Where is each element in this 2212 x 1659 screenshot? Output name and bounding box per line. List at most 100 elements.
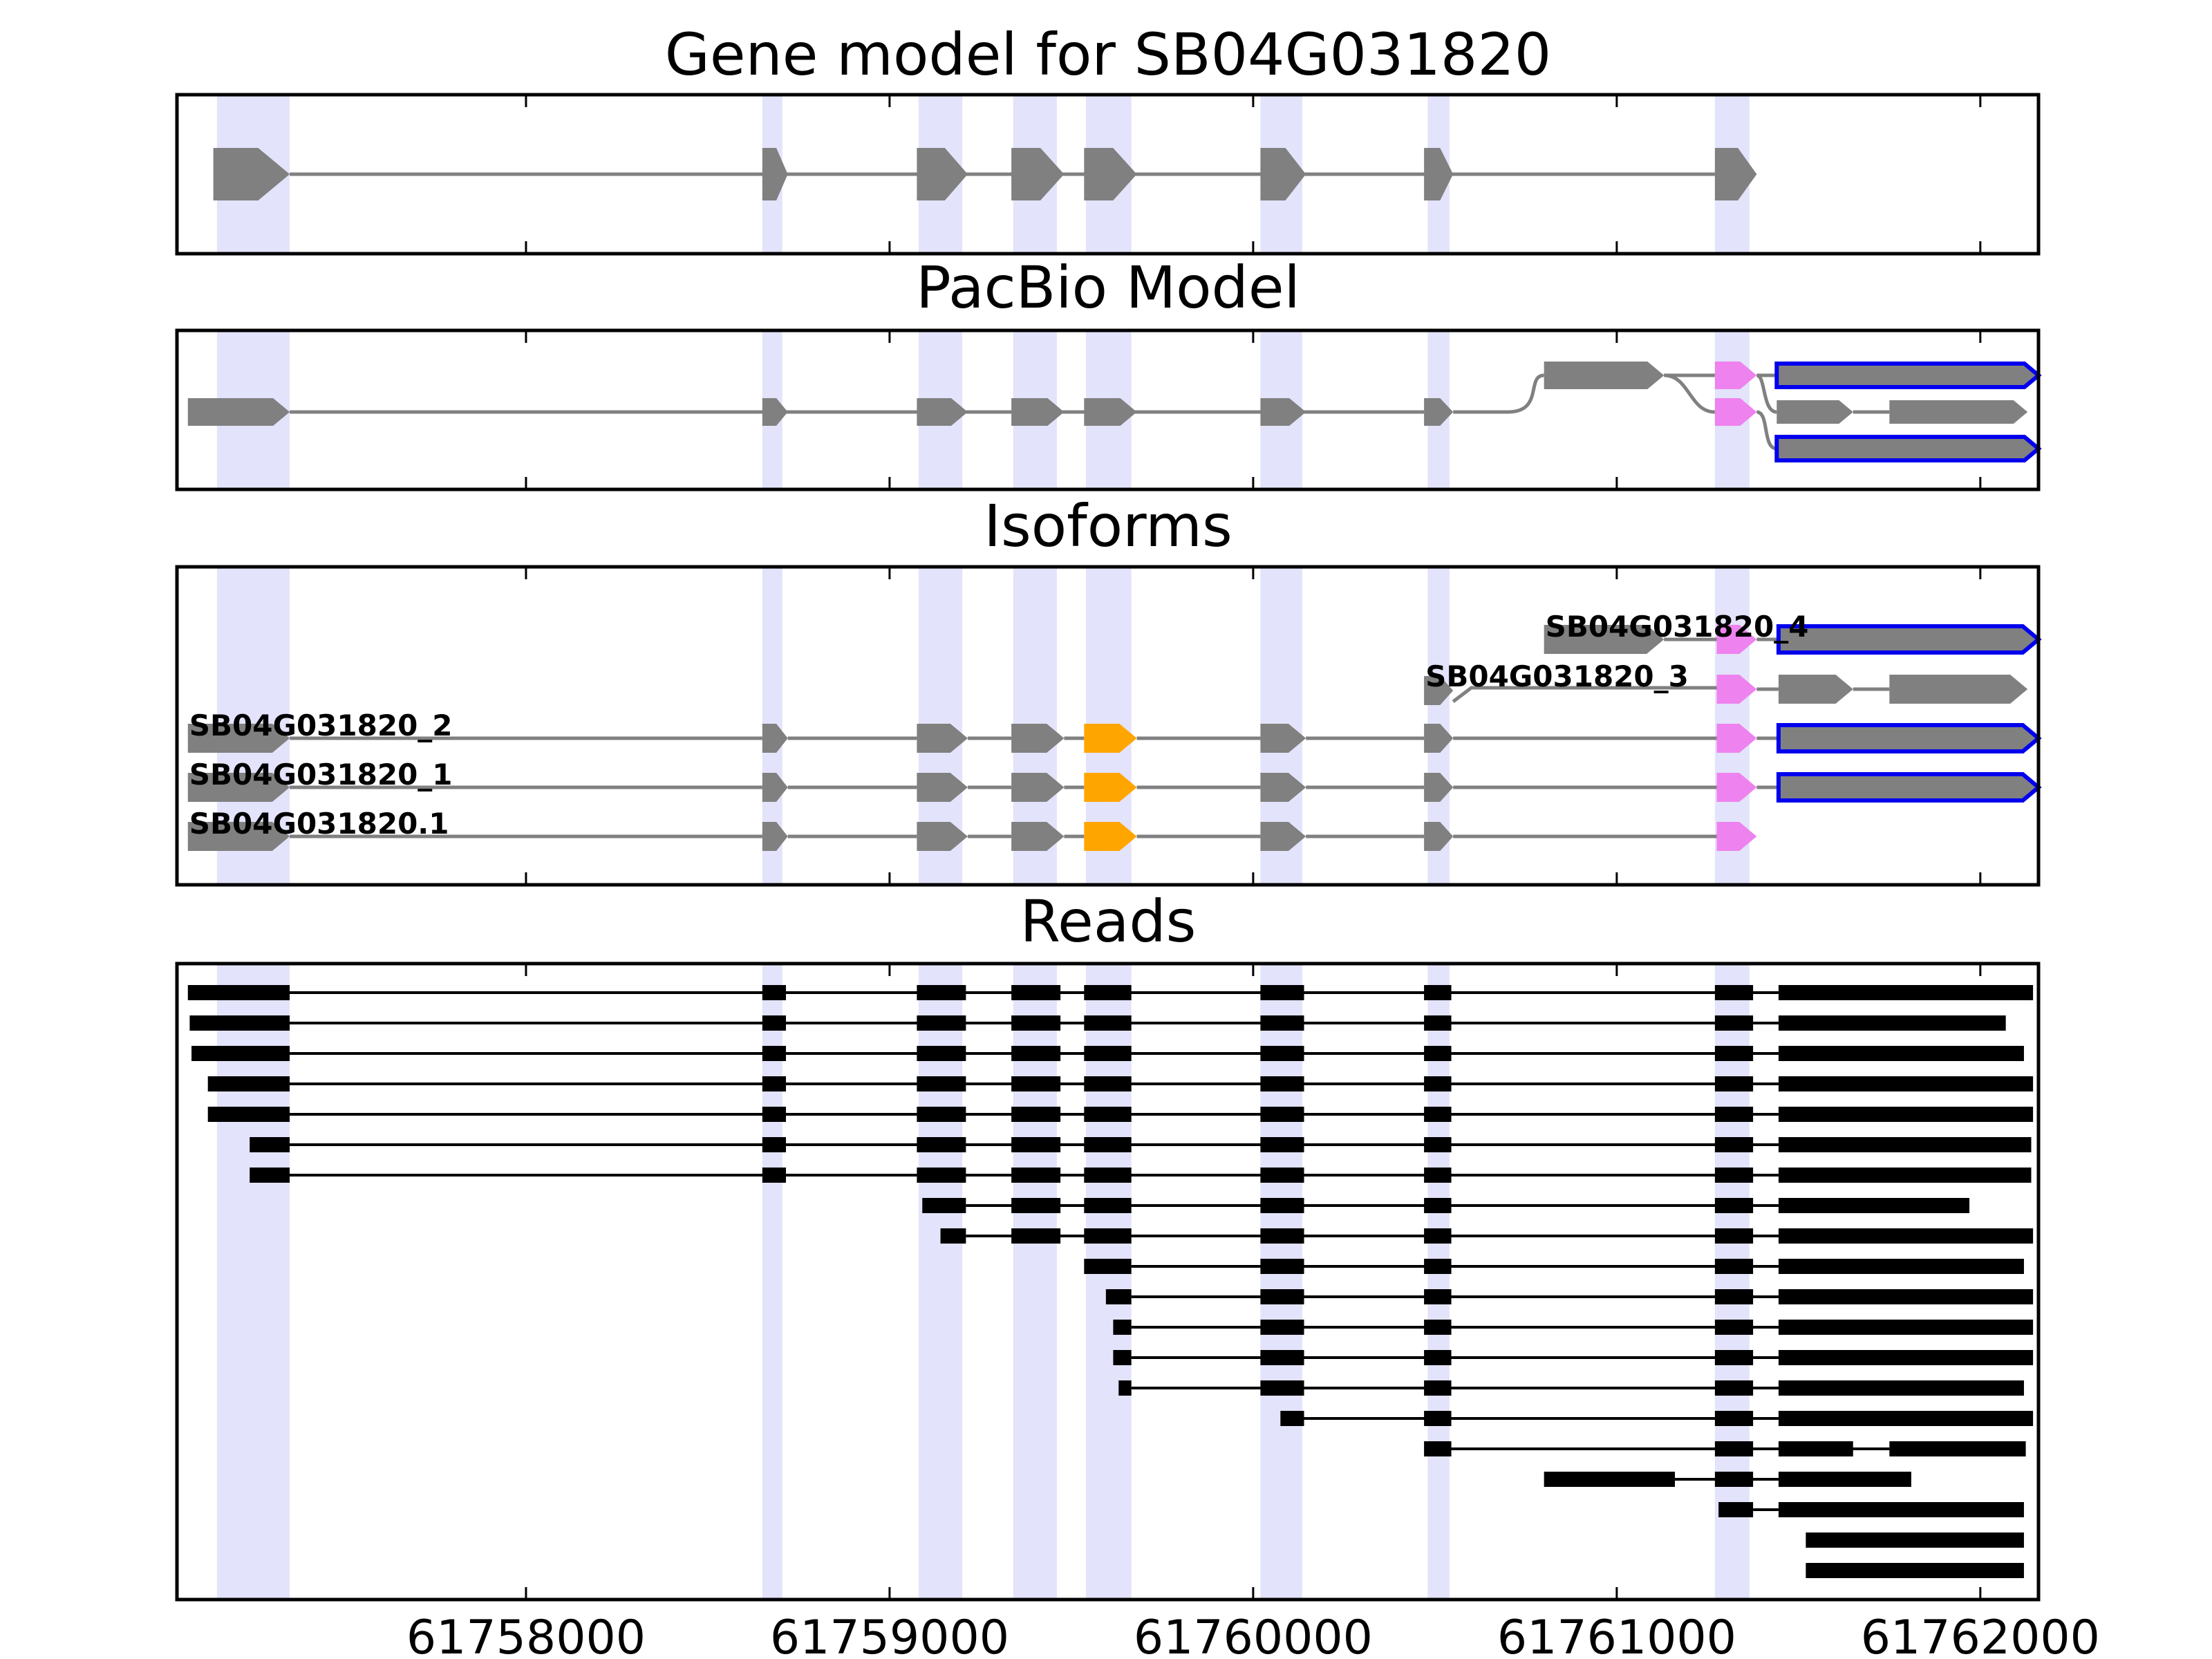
read-block [1084, 1015, 1132, 1031]
read-block [1113, 1320, 1132, 1335]
read-block [1714, 1198, 1754, 1213]
read-block [762, 1076, 787, 1091]
isoform-labels: SB04G031820_4 SB04G031820_3 SB04G031820_2 S… [189, 610, 1809, 841]
pacbio-switch-exon [1714, 398, 1757, 426]
isoforms-frame [175, 565, 2041, 887]
read-block [1778, 1137, 2032, 1152]
read-block [1778, 1441, 1853, 1456]
read-block [1714, 985, 1754, 1000]
isoform-label: SB04G031820_4 [1546, 610, 1809, 644]
read-block [1424, 985, 1452, 1000]
isoform-exon [1424, 773, 1454, 802]
isoform-exon [1011, 724, 1065, 753]
gene-exon [762, 148, 788, 200]
gene-exon [1084, 148, 1137, 200]
read-block [1714, 1411, 1754, 1426]
read-block [1011, 1198, 1061, 1213]
splice-connector [1453, 373, 1545, 414]
read-block [1424, 1259, 1452, 1274]
read-block [189, 1015, 290, 1031]
read-block [1011, 985, 1061, 1000]
read-block [1424, 1046, 1452, 1061]
read-block [191, 1046, 290, 1061]
read-block [1260, 1137, 1304, 1152]
isoform-exon [1716, 625, 1757, 654]
isoform-label: SB04G031820_1 [189, 758, 453, 791]
isoform-exon [1424, 724, 1454, 753]
isoform-exon [1011, 773, 1065, 802]
read-block [1105, 1289, 1132, 1304]
read-block [917, 1076, 966, 1091]
gene-exon [1714, 148, 1757, 200]
isoform-exon [1716, 724, 1757, 753]
pacbio-model-panel: PacBio Model [175, 254, 2042, 491]
read-block [1260, 1350, 1304, 1365]
x-tick-label: 61759000 [770, 1611, 1009, 1659]
read-block [1778, 1168, 2032, 1183]
reads-exon-highlights [216, 964, 1750, 1600]
read-block [1084, 1228, 1132, 1244]
gene-model-frame [175, 93, 2041, 256]
isoform-exon [187, 822, 290, 851]
read-block [207, 1076, 290, 1091]
isoforms-panel: Isoforms SB04G031820_4SB04G031820_3SB04G… [175, 492, 2042, 887]
read-block [1424, 1411, 1452, 1426]
read-block [1778, 1472, 1911, 1487]
pacbio-exon [187, 398, 290, 426]
read-block [1714, 1259, 1754, 1274]
read-block [762, 1046, 787, 1061]
read-block [1260, 1107, 1304, 1122]
exon-highlight-band [1260, 964, 1302, 1600]
read-block [1084, 1107, 1132, 1122]
read-block [1778, 1076, 2034, 1091]
isoform-exon [1084, 773, 1137, 802]
read-block [1424, 1289, 1452, 1304]
isoform-label: SB04G031820.1 [189, 807, 449, 841]
read-block [1424, 1441, 1452, 1456]
isoform-exon [1260, 822, 1306, 851]
read-block [1778, 1380, 2024, 1396]
read-block [1714, 1289, 1754, 1304]
pacbio-terminal-exon [1889, 400, 2028, 424]
read-alignments [187, 985, 2034, 1578]
read-block [1011, 1107, 1061, 1122]
read-block [1714, 1380, 1754, 1396]
read-block [1084, 1259, 1132, 1274]
read-block [1011, 1137, 1061, 1152]
read-block [1806, 1563, 2024, 1578]
read-block [1260, 1168, 1304, 1183]
pacbio-model-ticks [525, 330, 1982, 489]
reads-panel: Reads 61758000 61759000 61760000 61761000 61… [175, 888, 2100, 1659]
read-block [1424, 1076, 1452, 1091]
isoform-exon [1776, 624, 2042, 655]
read-block [1714, 1441, 1754, 1456]
read-block [1260, 1289, 1304, 1304]
read-block [1011, 1228, 1061, 1244]
pacbio-model-tracks [187, 362, 2042, 462]
pacbio-exon [1011, 398, 1065, 426]
isoform-exon [762, 773, 788, 802]
read-block [250, 1168, 290, 1183]
read-block [1714, 1228, 1754, 1244]
read-block [1260, 1015, 1304, 1031]
read-block [1714, 1350, 1754, 1365]
read-block [1424, 1107, 1452, 1122]
read-block [1260, 1046, 1304, 1061]
isoform-exon [1776, 723, 2042, 753]
read-block [1778, 1046, 2024, 1061]
read-block [917, 1046, 966, 1061]
read-block [1714, 1472, 1754, 1487]
isoform-exon [762, 724, 788, 753]
read-block [1889, 1441, 2026, 1456]
pacbio-terminal-exon [1774, 435, 2042, 462]
pacbio-exon [1424, 398, 1454, 426]
read-block [1260, 1198, 1304, 1213]
isoform-tracks [187, 624, 2042, 851]
exon-highlight-band [216, 964, 290, 1600]
read-block [207, 1107, 290, 1122]
exon-highlight-band [1013, 964, 1057, 1600]
read-block [1260, 1320, 1304, 1335]
read-block [1714, 1046, 1754, 1061]
read-block [1778, 1198, 1970, 1213]
read-block [917, 1015, 966, 1031]
